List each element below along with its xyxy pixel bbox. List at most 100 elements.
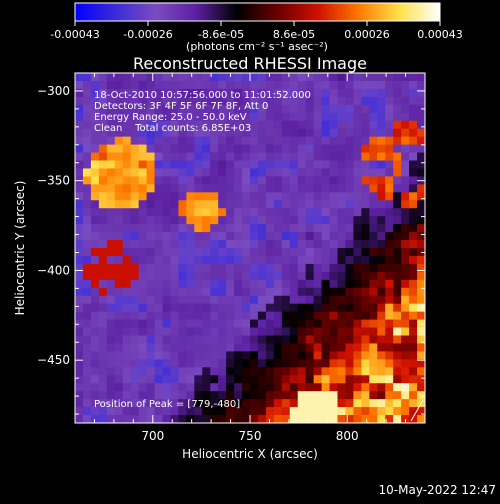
heatmap-pixel — [154, 367, 163, 376]
heatmap-pixel — [122, 232, 132, 241]
heatmap-pixel — [226, 184, 235, 193]
heatmap-pixel — [98, 383, 108, 392]
heatmap-pixel — [265, 367, 275, 376]
heatmap-pixel — [401, 96, 410, 106]
heatmap-pixel — [361, 88, 370, 98]
heatmap-pixel — [202, 287, 211, 297]
heatmap-pixel — [401, 263, 410, 273]
heatmap-pixel — [281, 224, 291, 233]
heatmap-pixel — [409, 248, 418, 257]
heatmap-pixel — [281, 184, 291, 193]
heatmap-pixel — [385, 168, 394, 177]
heatmap-pixel — [186, 208, 195, 217]
heatmap-pixel — [98, 200, 108, 209]
heatmap-pixel — [281, 200, 291, 209]
heatmap-pixel — [353, 136, 362, 145]
heatmap-pixel — [75, 168, 84, 177]
heatmap-pixel — [146, 399, 155, 408]
heatmap-pixel — [202, 383, 211, 392]
heatmap-pixel — [321, 343, 330, 352]
heatmap-pixel — [353, 232, 362, 241]
heatmap-pixel — [226, 208, 235, 217]
heatmap-pixel — [361, 279, 370, 289]
heatmap-pixel — [138, 303, 147, 313]
heatmap-pixel — [385, 263, 394, 273]
heatmap-pixel — [98, 176, 108, 185]
heatmap-pixel — [345, 184, 354, 193]
heatmap-pixel — [234, 279, 243, 289]
heatmap-pixel — [194, 335, 203, 344]
heatmap-pixel — [122, 73, 132, 82]
heatmap-pixel — [321, 216, 330, 225]
heatmap-pixel — [369, 128, 378, 138]
heatmap-pixel — [377, 136, 386, 145]
heatmap-pixel — [321, 152, 330, 161]
heatmap-pixel — [75, 112, 84, 122]
heatmap-pixel — [257, 351, 267, 360]
heatmap-pixel — [210, 176, 219, 185]
heatmap-pixel — [138, 152, 147, 161]
heatmap-pixel — [242, 415, 251, 423]
heatmap-pixel — [202, 120, 211, 130]
heatmap-pixel — [361, 128, 370, 138]
heatmap-pixel — [162, 383, 171, 392]
heatmap-pixel — [178, 232, 187, 241]
heatmap-pixel — [393, 240, 402, 249]
heatmap-pixel — [146, 224, 155, 233]
heatmap-pixel — [257, 383, 267, 392]
heatmap-pixel — [226, 383, 235, 392]
heatmap-pixel — [154, 327, 163, 336]
heatmap-pixel — [138, 271, 147, 281]
heatmap-pixel — [226, 88, 235, 98]
heatmap-pixel — [234, 112, 243, 122]
heatmap-pixel — [393, 248, 402, 257]
colorbar-tick-label: -0.00043 — [50, 28, 99, 41]
heatmap-pixel — [369, 80, 378, 90]
heatmap-pixel — [337, 73, 346, 82]
heatmap-pixel — [369, 112, 378, 122]
heatmap-pixel — [417, 128, 425, 138]
heatmap-pixel — [162, 375, 171, 384]
heatmap-pixel — [154, 319, 163, 328]
heatmap-pixel — [82, 96, 92, 106]
heatmap-pixel — [265, 96, 275, 106]
heatmap-pixel — [250, 311, 259, 320]
heatmap-pixel — [90, 216, 100, 225]
heatmap-pixel — [130, 271, 140, 281]
heatmap-pixel — [138, 367, 147, 376]
heatmap-pixel — [353, 319, 362, 328]
heatmap-pixel — [138, 192, 147, 201]
heatmap-pixel — [281, 144, 291, 153]
heatmap-pixel — [162, 144, 171, 153]
heatmap-pixel — [130, 311, 140, 320]
heatmap-pixel — [178, 311, 187, 320]
heatmap-pixel — [250, 319, 259, 328]
heatmap-pixel — [194, 343, 203, 352]
heatmap-pixel — [385, 399, 394, 408]
heatmap-pixel — [289, 104, 299, 114]
heatmap-pixel — [369, 144, 378, 153]
heatmap-pixel — [369, 136, 378, 145]
heatmap-pixel — [417, 271, 425, 281]
heatmap-pixel — [82, 232, 92, 241]
heatmap-pixel — [281, 112, 291, 122]
heatmap-pixel — [82, 415, 92, 423]
heatmap-pixel — [130, 152, 140, 161]
heatmap-pixel — [82, 184, 92, 193]
heatmap-pixel — [218, 136, 227, 145]
heatmap-pixel — [353, 303, 362, 313]
heatmap-pixel — [218, 88, 227, 98]
heatmap-pixel — [377, 80, 386, 90]
heatmap-pixel — [313, 216, 322, 225]
heatmap-pixel — [273, 351, 283, 360]
heatmap-pixel — [75, 144, 84, 153]
heatmap-pixel — [218, 216, 227, 225]
heatmap-pixel — [178, 200, 187, 209]
heatmap-pixel — [186, 200, 195, 209]
heatmap-pixel — [98, 208, 108, 217]
heatmap-pixel — [82, 327, 92, 336]
heatmap-pixel — [218, 367, 227, 376]
heatmap-pixel — [218, 383, 227, 392]
heatmap-pixel — [90, 263, 100, 273]
